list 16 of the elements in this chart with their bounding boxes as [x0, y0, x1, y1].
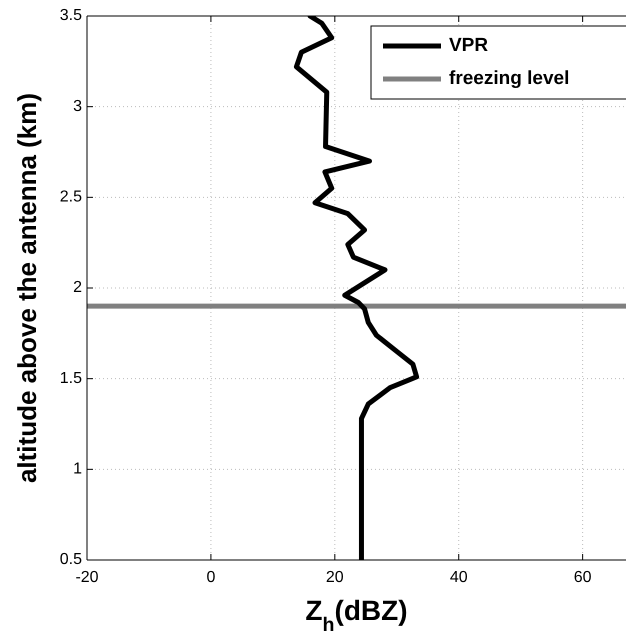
x-tick-label: -20	[75, 569, 99, 586]
legend-label: VPR	[449, 35, 488, 56]
x-tick-label: 20	[326, 569, 344, 586]
legend-label: freezing level	[449, 68, 570, 90]
y-tick-label: 3.5	[60, 7, 82, 24]
y-tick-label: 1.5	[60, 370, 82, 387]
y-tick-label: 3	[73, 98, 82, 115]
y-tick-label: 2	[73, 279, 82, 296]
y-tick-label: 1	[73, 460, 82, 478]
x-axis-title: Z$_{h}$(dBZ)	[305, 595, 408, 636]
y-tick-label: 0.5	[60, 551, 82, 568]
x-tick-label: 0	[206, 569, 216, 586]
x-tick-label: 60	[574, 569, 592, 586]
x-tick-label: 40	[450, 569, 468, 586]
y-tick-label: 2.5	[60, 188, 82, 206]
y-axis-title: altitude above the antenna (km)	[12, 92, 42, 484]
